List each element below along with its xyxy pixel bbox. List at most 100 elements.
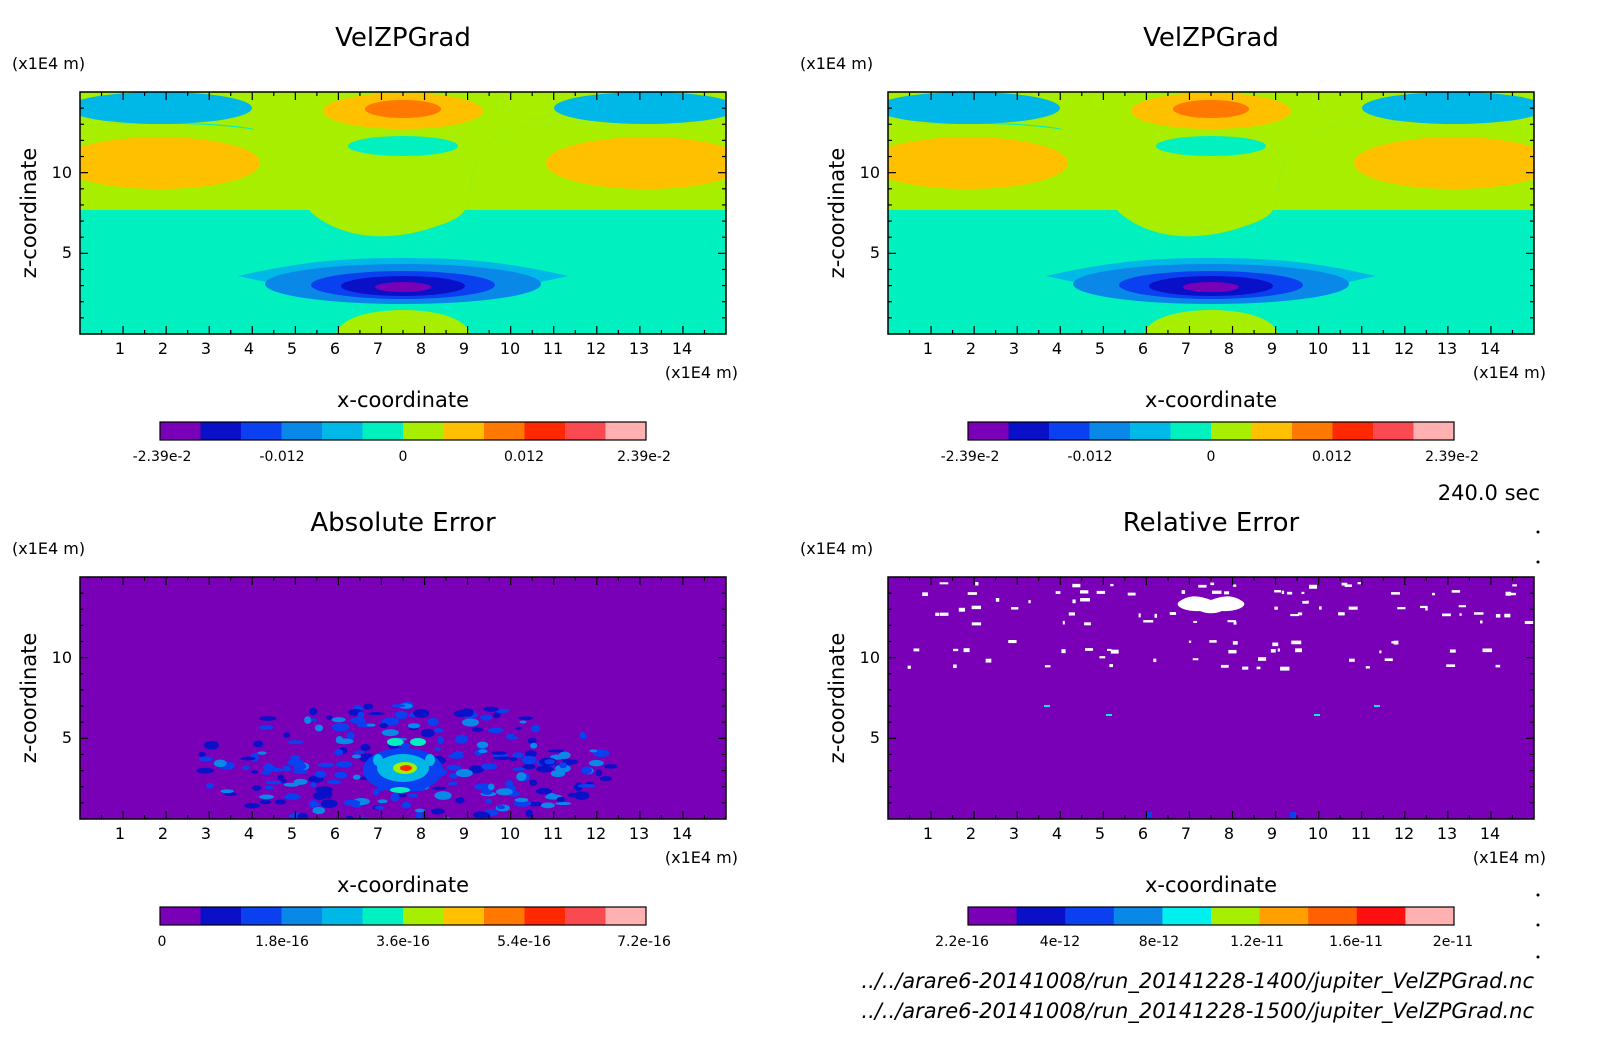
contour-field [80,92,726,334]
y-tick-label: 5 [62,728,72,747]
speck [1211,590,1222,594]
colorbar-swatch [1113,907,1163,925]
x-tick-label: 1 [923,339,933,358]
colorbar-swatch [1049,422,1090,440]
colorbar-swatch [160,907,201,925]
colorbar-swatch [443,907,485,925]
colorbar-swatch [524,907,566,925]
x-tick-label: 3 [1009,824,1019,843]
speck [1224,591,1230,595]
speck [1256,666,1261,670]
speckle [527,737,537,744]
speckle [521,755,537,765]
speck [1393,640,1399,645]
colorbar-swatch [241,422,282,440]
speckle [519,720,527,724]
contour-cell [1354,137,1534,189]
x-tick-label: 2 [966,824,976,843]
speck [1209,640,1217,643]
x-tick-label: 7 [373,339,383,358]
colorbar-swatch [1413,422,1455,440]
speckle [331,723,350,732]
speckle [308,800,319,809]
x-tick-label: 11 [1351,339,1371,358]
contour-cell [80,137,260,189]
speck [1505,591,1512,596]
colorbar-swatch [1016,907,1066,925]
speckle [251,770,259,774]
x-tick-label: 10 [1308,824,1328,843]
speck [1302,600,1309,604]
speckle [310,718,318,722]
x-tick-label: 13 [1437,339,1457,358]
speck [1110,649,1119,654]
speck [1277,648,1280,652]
speckle [547,749,565,753]
speckle [562,759,579,765]
speckle [524,750,537,758]
speck [1154,613,1158,618]
speckle [220,789,234,794]
x-tick-label: 7 [1181,339,1191,358]
speckle [535,787,552,795]
speck [1379,650,1382,654]
colorbar-swatch [1259,907,1309,925]
y-tick-label: 10 [52,648,72,667]
colorbar-label: 0 [399,449,408,465]
panel-velzpgrad-right: VelZPGrad (x1E4 m) 1 2 3 4 5 [800,23,1546,465]
speckle [515,726,522,730]
speck [1061,649,1066,654]
speckle [540,802,555,809]
speckle [416,711,429,718]
speckle [559,762,567,769]
speckle [400,743,411,749]
speckle [525,809,533,818]
y-unit-label: (x1E4 m) [12,54,85,73]
x-tick-label: 8 [1224,339,1234,358]
colorbar-label: -0.012 [259,449,304,465]
speck [1242,666,1249,670]
speck [1341,582,1347,586]
speck [1480,620,1483,624]
y-tick-label: 10 [860,163,880,182]
speckle [259,725,274,730]
speckle [478,749,488,754]
speckle [595,769,603,777]
colorbar-frame [967,421,1455,441]
speck [1227,620,1236,623]
speckle [461,708,474,717]
speckle [555,802,572,806]
speckle [481,789,493,795]
speck [953,664,957,669]
speckle [581,766,593,775]
x-tick-label: 14 [672,824,692,843]
speckle [196,767,215,774]
speck [1451,590,1461,593]
contour-cell [410,738,426,746]
speckle [430,808,445,815]
speck [1079,590,1089,594]
speck [935,612,940,616]
speckle [314,724,324,732]
contour-cell [1156,136,1266,156]
speckle [204,740,219,750]
margin-dot [1536,893,1540,897]
speckle [518,716,534,721]
colorbar-swatch [241,907,282,925]
speckle [259,794,274,800]
y-tick-label: 5 [62,243,72,262]
speckle [476,741,489,749]
contour-cell [1173,100,1249,118]
y-tick-marks [80,592,726,804]
speckle [198,756,213,762]
speck [1391,641,1396,644]
colorbar-swatch [484,907,525,925]
speck [1169,612,1177,615]
speck [1138,613,1141,618]
speckle [314,770,327,778]
colorbar-swatch [322,907,363,925]
speckle [297,812,308,819]
speckle [516,772,527,782]
colorbar-label: 2e-11 [1433,934,1473,950]
speck [1153,658,1157,663]
